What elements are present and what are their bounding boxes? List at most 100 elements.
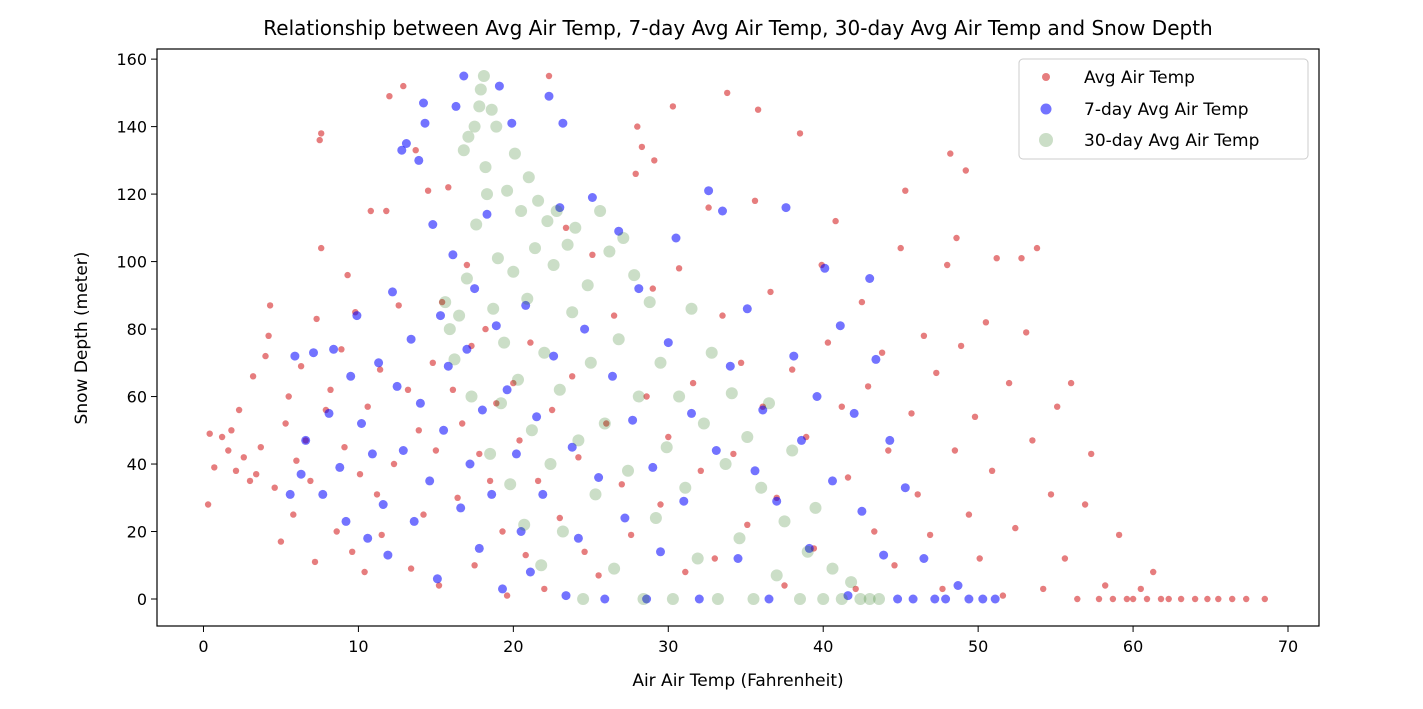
data-point <box>476 450 483 458</box>
x-tick-label: 60 <box>1123 637 1143 656</box>
data-point <box>235 406 243 414</box>
data-point <box>516 437 523 444</box>
data-point <box>873 593 885 605</box>
data-point <box>1137 585 1145 593</box>
data-point <box>482 209 492 219</box>
data-point <box>346 371 356 381</box>
data-point <box>1029 437 1036 444</box>
data-point <box>638 143 646 151</box>
data-point <box>438 298 446 306</box>
data-point <box>532 412 542 422</box>
data-point <box>453 309 466 322</box>
y-tick-label: 80 <box>127 320 147 339</box>
data-point <box>487 302 500 315</box>
data-point <box>879 550 889 560</box>
data-point <box>1102 582 1109 589</box>
data-point <box>1022 329 1030 336</box>
y-tick-label: 60 <box>127 388 147 407</box>
legend-marker-7-day-avg-air-temp <box>1040 103 1052 115</box>
data-point <box>388 287 397 297</box>
data-point <box>820 263 830 273</box>
data-point <box>373 491 381 498</box>
data-point <box>817 593 830 605</box>
data-point <box>572 434 585 447</box>
data-point <box>705 346 718 359</box>
data-point <box>754 106 762 113</box>
data-point <box>457 144 470 157</box>
data-point <box>755 481 768 494</box>
data-point <box>262 352 269 360</box>
data-point <box>849 408 859 418</box>
data-point <box>271 484 278 491</box>
data-point <box>758 405 768 415</box>
data-point <box>1081 501 1089 508</box>
data-point <box>420 511 427 518</box>
data-point <box>504 478 517 491</box>
data-point <box>558 118 568 128</box>
data-point <box>439 296 452 309</box>
data-point <box>407 565 415 572</box>
data-point <box>206 430 213 437</box>
data-point <box>290 511 297 518</box>
data-point <box>487 489 497 499</box>
data-point <box>618 481 625 488</box>
data-point <box>456 503 466 513</box>
data-point <box>620 513 630 523</box>
data-point <box>253 471 260 478</box>
data-point <box>529 242 541 255</box>
data-point <box>266 302 274 309</box>
data-point <box>704 186 714 196</box>
data-point <box>318 130 325 137</box>
data-point <box>885 435 895 445</box>
data-point <box>1123 595 1131 603</box>
data-point <box>926 531 934 539</box>
data-point <box>1129 595 1137 603</box>
data-point <box>1243 595 1250 603</box>
data-point <box>893 594 903 604</box>
data-point <box>341 516 351 526</box>
y-tick-label: 120 <box>116 185 147 204</box>
data-point <box>1177 595 1185 603</box>
data-point <box>462 130 475 143</box>
data-point <box>988 467 996 474</box>
data-point <box>711 555 718 562</box>
data-point <box>651 157 658 164</box>
data-point <box>448 353 461 366</box>
data-point <box>507 118 517 128</box>
data-point <box>794 593 806 605</box>
data-point <box>401 139 411 148</box>
data-point <box>649 285 656 292</box>
data-point <box>648 462 658 472</box>
data-point <box>538 489 548 499</box>
data-point <box>569 221 582 234</box>
data-point <box>951 447 959 454</box>
data-point <box>490 120 503 133</box>
data-point <box>737 359 745 366</box>
data-point <box>356 471 364 478</box>
data-point <box>610 312 618 319</box>
data-point <box>311 558 319 566</box>
data-point <box>733 532 746 545</box>
data-point <box>285 393 292 400</box>
data-point <box>1261 595 1269 603</box>
data-point <box>549 351 559 361</box>
data-point <box>556 514 563 522</box>
data-point <box>797 435 806 445</box>
data-point <box>964 594 974 604</box>
data-point <box>246 477 254 485</box>
data-point <box>637 593 650 605</box>
data-point <box>462 344 472 354</box>
data-point <box>566 306 579 319</box>
data-point <box>484 447 497 460</box>
data-point <box>697 467 704 474</box>
y-axis-ticks: 0 20 40 60 80 100 120 140 160 <box>116 50 157 609</box>
data-point <box>858 298 866 306</box>
data-point <box>307 477 314 485</box>
data-point <box>725 387 738 400</box>
data-point <box>249 373 257 380</box>
data-point <box>498 336 511 349</box>
data-point <box>1012 524 1019 532</box>
data-point <box>897 244 904 252</box>
data-point <box>781 582 788 589</box>
